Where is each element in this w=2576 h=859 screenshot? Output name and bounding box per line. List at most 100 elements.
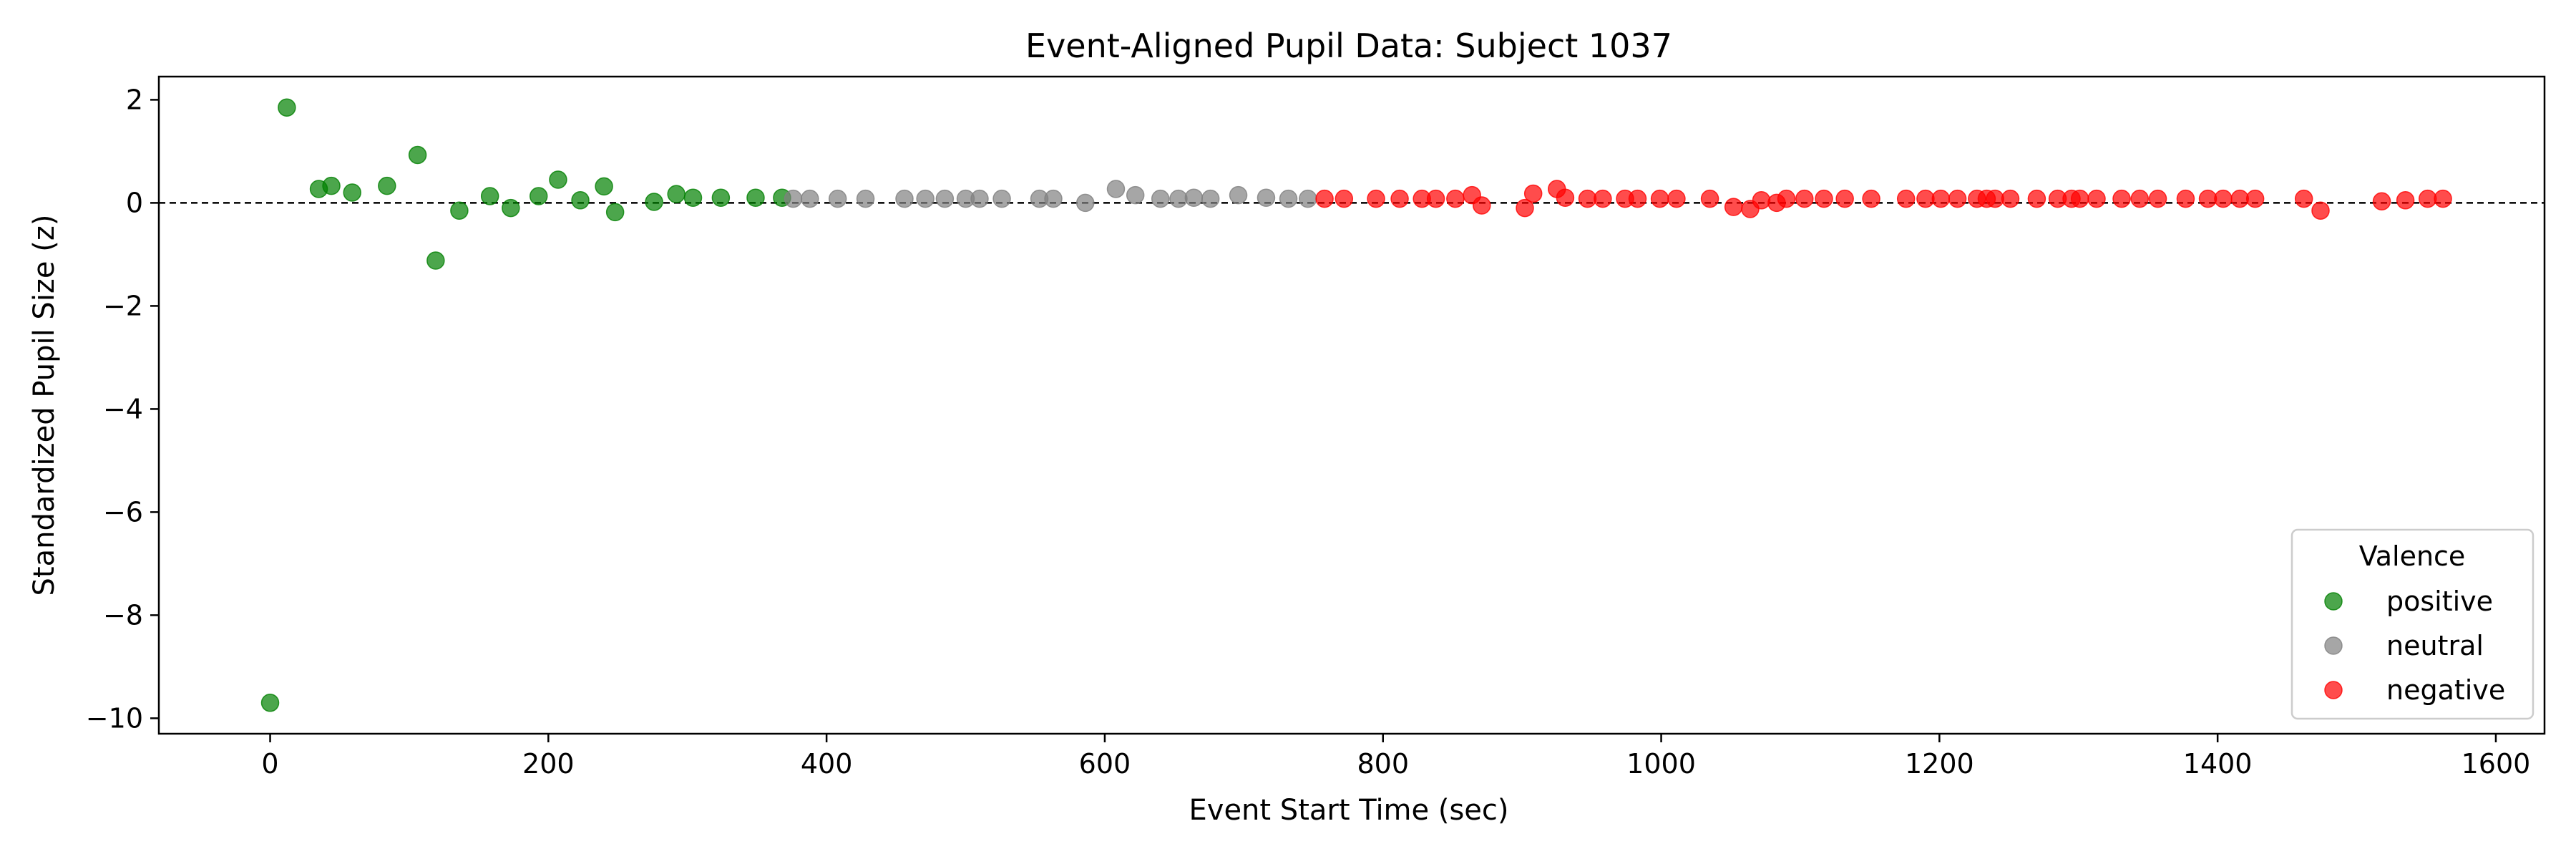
legend: Valence positive neutral negative bbox=[2290, 528, 2534, 720]
data-point-neutral bbox=[784, 189, 803, 208]
data-point-negative bbox=[1650, 189, 1669, 208]
data-point-negative bbox=[2434, 189, 2452, 208]
y-tick-label: −6 bbox=[103, 496, 143, 528]
data-point-neutral bbox=[1279, 189, 1298, 208]
data-point-negative bbox=[2294, 189, 2313, 208]
data-point-negative bbox=[1724, 198, 1743, 216]
data-point-negative bbox=[1390, 189, 1409, 208]
plot-frame bbox=[157, 75, 2546, 735]
data-point-negative bbox=[1700, 189, 1719, 208]
data-point-negative bbox=[1628, 189, 1647, 208]
y-tick-label: 0 bbox=[126, 187, 143, 218]
x-tick-label: 800 bbox=[1357, 748, 1409, 780]
data-point-neutral bbox=[1075, 193, 1095, 213]
data-point-negative bbox=[1777, 189, 1796, 208]
data-point-positive bbox=[683, 188, 703, 207]
data-point-negative bbox=[2230, 189, 2250, 208]
legend-label-negative: negative bbox=[2386, 674, 2505, 706]
data-point-neutral bbox=[916, 189, 935, 208]
data-point-negative bbox=[1986, 189, 2004, 208]
data-point-neutral bbox=[1044, 189, 1063, 208]
data-point-negative bbox=[2087, 189, 2106, 208]
plot-area bbox=[157, 75, 2546, 735]
y-tick-label: −10 bbox=[86, 702, 143, 734]
data-point-negative bbox=[1815, 189, 1833, 208]
data-point-positive bbox=[605, 203, 625, 222]
data-point-neutral bbox=[801, 189, 819, 208]
data-point-negative bbox=[1426, 189, 1445, 208]
data-point-neutral bbox=[1126, 185, 1145, 205]
data-point-neutral bbox=[1201, 189, 1220, 208]
y-tick-label: −4 bbox=[103, 393, 143, 424]
y-tick-label: 2 bbox=[126, 84, 143, 115]
x-tick-label: 400 bbox=[801, 748, 853, 780]
data-point-neutral bbox=[1229, 185, 1248, 205]
x-tick-label: 1600 bbox=[2462, 748, 2531, 780]
x-tick-label: 200 bbox=[522, 748, 575, 780]
data-point-negative bbox=[2070, 189, 2089, 208]
data-point-neutral bbox=[970, 189, 989, 208]
data-point-negative bbox=[2001, 189, 2020, 208]
data-point-positive bbox=[450, 201, 469, 220]
y-axis-ticks: 2 0 −2 −4 −6 −8 −10 bbox=[86, 84, 159, 734]
data-point-neutral bbox=[1184, 188, 1204, 207]
data-point-negative bbox=[2027, 189, 2046, 208]
data-point-negative bbox=[1667, 189, 1686, 208]
data-point-positive bbox=[645, 193, 663, 211]
legend-items: positive neutral negative bbox=[2324, 586, 2505, 706]
data-point-negative bbox=[2396, 191, 2415, 210]
data-point-negative bbox=[2245, 189, 2265, 208]
data-point-positive bbox=[480, 187, 499, 205]
data-point-neutral bbox=[895, 189, 914, 208]
legend-label-positive: positive bbox=[2386, 586, 2493, 617]
data-point-negative bbox=[1948, 189, 1967, 208]
data-point-positive bbox=[260, 694, 280, 712]
data-point-negative bbox=[1862, 189, 1880, 208]
x-axis-ticks: 0 200 400 600 800 1000 1200 1400 1600 bbox=[261, 734, 2530, 780]
legend-label-neutral: neutral bbox=[2386, 630, 2484, 661]
y-axis-label: Standardized Pupil Size (z) bbox=[28, 215, 61, 596]
data-point-negative bbox=[1446, 189, 1465, 208]
data-point-negative bbox=[1578, 189, 1597, 208]
data-point-negative bbox=[1916, 189, 1935, 208]
data-point-negative bbox=[1896, 189, 1916, 208]
data-point-negative bbox=[2418, 189, 2437, 208]
data-point-positive bbox=[408, 145, 427, 165]
data-point-negative bbox=[1335, 189, 1354, 208]
data-point-negative bbox=[2372, 192, 2391, 210]
data-point-negative bbox=[1523, 184, 1543, 203]
data-point-negative bbox=[2112, 189, 2131, 208]
data-point-negative bbox=[1795, 189, 1814, 208]
data-point-positive bbox=[426, 251, 445, 270]
x-tick-label: 1200 bbox=[1905, 748, 1974, 780]
data-point-negative bbox=[2198, 189, 2218, 208]
data-point-positive bbox=[595, 177, 613, 196]
data-point-positive bbox=[571, 191, 590, 210]
data-point-neutral bbox=[935, 189, 955, 208]
x-axis-label: Event Start Time (sec) bbox=[1189, 794, 1509, 827]
x-tick-label: 0 bbox=[261, 748, 278, 780]
legend-box bbox=[2290, 528, 2534, 720]
data-point-negative bbox=[2214, 189, 2233, 208]
data-point-positive bbox=[322, 176, 341, 195]
data-point-neutral bbox=[856, 189, 875, 208]
legend-marker-positive bbox=[2324, 592, 2343, 611]
data-point-positive bbox=[549, 170, 567, 189]
data-point-negative bbox=[1473, 196, 1491, 215]
data-point-negative bbox=[1367, 189, 1385, 208]
legend-marker-neutral bbox=[2324, 636, 2343, 655]
y-tick-label: −2 bbox=[103, 290, 143, 321]
data-point-neutral bbox=[828, 189, 847, 208]
data-point-positive bbox=[529, 187, 548, 205]
data-point-negative bbox=[1594, 189, 1612, 208]
data-point-positive bbox=[667, 185, 686, 203]
data-point-negative bbox=[2148, 189, 2167, 208]
data-point-negative bbox=[1835, 189, 1854, 208]
data-point-neutral bbox=[1169, 189, 1188, 208]
data-point-negative bbox=[1931, 189, 1951, 208]
data-point-neutral bbox=[992, 189, 1011, 208]
data-point-negative bbox=[2176, 189, 2195, 208]
data-point-positive bbox=[746, 188, 765, 207]
x-tick-label: 1400 bbox=[2183, 748, 2253, 780]
